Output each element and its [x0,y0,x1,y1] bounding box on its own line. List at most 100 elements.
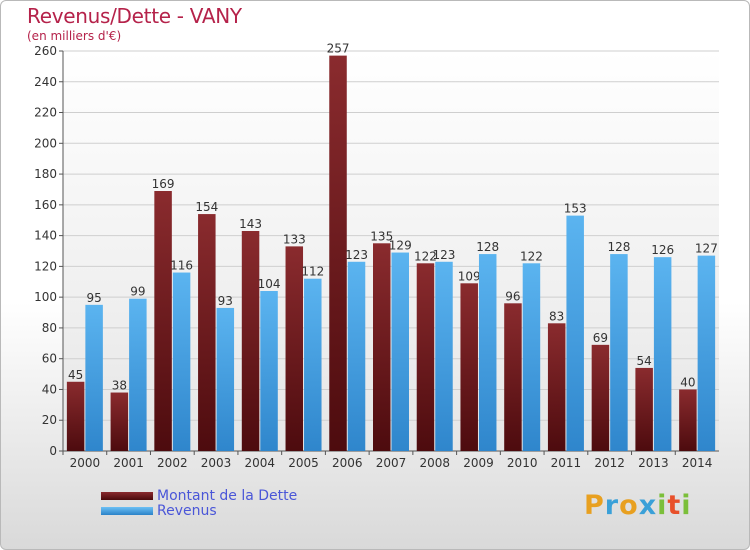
bar-debt [329,55,347,451]
y-tick-label: 240 [34,75,57,89]
data-label-debt: 109 [458,269,481,283]
data-label-debt: 122 [414,249,437,263]
bar-debt [110,392,129,451]
data-label-debt: 96 [505,289,520,303]
bar-revenue [216,307,235,451]
logo-letter: i [657,490,668,521]
data-label-revenue: 112 [301,265,324,279]
legend-swatch-debt [101,492,153,500]
x-tick-label: 2000 [70,456,101,470]
data-label-debt: 40 [680,375,695,389]
logo-letter: t [667,490,682,521]
bar-debt [504,303,522,451]
y-tick-label: 0 [49,444,57,458]
x-tick-label: 2014 [682,456,713,470]
bar-revenue [478,254,497,451]
bar-revenue [610,254,628,451]
y-tick-label: 100 [34,290,57,304]
bar-debt [154,191,172,451]
y-tick-label: 40 [42,382,57,396]
bar-debt [416,263,435,451]
logo-letter: P [584,490,605,521]
y-tick-label: 260 [34,44,57,58]
bar-debt [547,323,566,451]
legend-label-revenue: Revenus [157,503,217,519]
x-tick-label: 2006 [332,456,363,470]
chart-title: Revenus/Dette - VANY [27,4,242,28]
y-tick-label: 220 [34,106,57,120]
bar-debt [198,214,216,451]
data-label-revenue: 95 [86,291,101,305]
bar-debt [241,231,260,451]
bar-revenue [85,304,103,451]
data-label-debt: 69 [593,331,608,345]
bar-revenue [260,291,278,451]
bar-revenue [172,272,191,451]
x-tick-label: 2001 [113,456,144,470]
x-tick-label: 2004 [245,456,276,470]
y-tick-label: 200 [34,136,57,150]
bar-debt [635,367,653,451]
y-tick-label: 20 [42,413,57,427]
data-label-revenue: 123 [345,248,368,262]
x-tick-label: 2007 [376,456,407,470]
bar-revenue [566,215,584,451]
legend-label-debt: Montant de la Dette [157,488,298,504]
data-label-debt: 257 [327,42,350,56]
bar-debt [66,381,85,451]
logo-letter: i [681,490,692,521]
bar-revenue [697,255,716,451]
x-tick-label: 2003 [201,456,232,470]
plot-area [63,51,719,451]
data-label-debt: 54 [637,354,652,368]
x-tick-label: 2008 [419,456,450,470]
y-tick-label: 180 [34,167,57,181]
y-tick-label: 120 [34,259,57,273]
bar-revenue [435,261,453,451]
x-tick-label: 2012 [594,456,625,470]
logo-letter: x [638,490,658,521]
y-tick-label: 160 [34,198,57,212]
proxiti-logo: Proxiti [584,490,692,521]
data-label-debt: 135 [370,229,393,243]
y-tick-label: 80 [42,321,57,335]
data-label-debt: 169 [152,177,175,191]
data-label-debt: 45 [68,368,83,382]
logo-letter: o [619,490,639,521]
y-tick-label: 60 [42,352,57,366]
x-tick-label: 2013 [638,456,669,470]
x-tick-label: 2005 [288,456,319,470]
data-label-revenue: 104 [258,277,281,291]
chart-subtitle: (en milliers d'€) [27,29,122,43]
data-label-revenue: 116 [170,259,193,273]
data-label-revenue: 128 [476,240,499,254]
bar-revenue [522,263,541,451]
data-label-revenue: 99 [130,285,145,299]
data-label-debt: 143 [239,217,262,231]
bar-revenue [653,257,672,451]
data-label-revenue: 129 [389,239,412,253]
data-label-revenue: 93 [218,294,233,308]
data-label-revenue: 127 [695,242,718,256]
bar-debt [591,344,610,451]
bar-debt [373,243,391,451]
x-tick-label: 2011 [551,456,582,470]
data-label-revenue: 122 [520,249,543,263]
data-label-revenue: 126 [651,243,674,257]
data-label-debt: 83 [549,309,564,323]
bar-debt [285,246,304,451]
bar-revenue [391,252,409,451]
data-label-debt: 133 [283,232,306,246]
data-label-revenue: 123 [433,248,456,262]
bar-revenue [347,261,366,451]
legend-swatch-revenue [101,507,153,515]
bar-debt [679,389,697,451]
data-label-debt: 38 [112,379,127,393]
data-label-revenue: 128 [607,240,630,254]
x-tick-label: 2002 [157,456,188,470]
data-label-revenue: 153 [564,202,587,216]
logo-letter: r [604,490,620,521]
bar-debt [460,283,478,451]
